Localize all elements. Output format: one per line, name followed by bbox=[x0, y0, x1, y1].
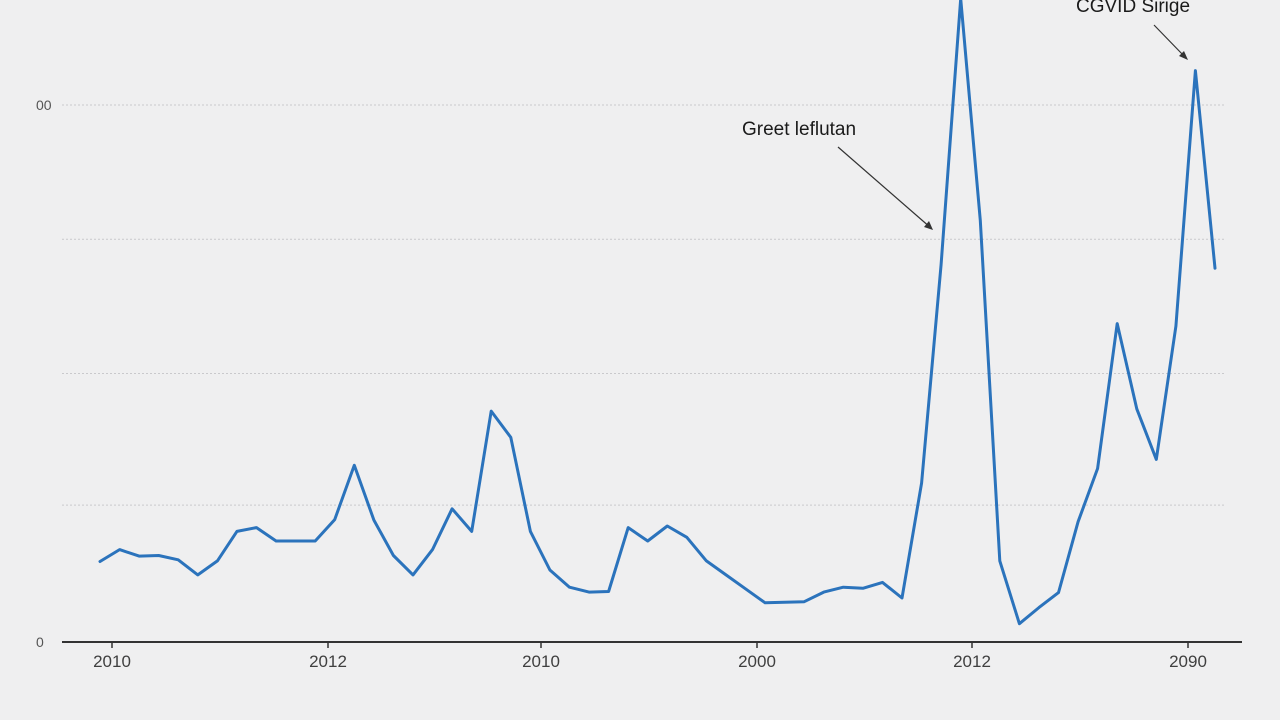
x-tick-label: 2000 bbox=[738, 652, 776, 671]
annotation-label: CGVID Sirige bbox=[1076, 0, 1190, 17]
x-tick-label: 2012 bbox=[309, 652, 347, 671]
x-tick-label: 2010 bbox=[522, 652, 560, 671]
annotations: Greet leflutan CGVID Sirige bbox=[742, 0, 1190, 230]
y-tick-label: 0 bbox=[36, 634, 44, 650]
series-layer bbox=[98, 0, 1217, 626]
annotation-arrowhead bbox=[1179, 51, 1188, 60]
annotation-arrow bbox=[837, 146, 932, 229]
annotation-label: Greet leflutan bbox=[742, 119, 856, 140]
x-axis-tick-labels: 2010 2012 2010 2000 2012 2090 bbox=[93, 642, 1207, 671]
gridlines bbox=[62, 104, 1225, 506]
x-tick-label: 2012 bbox=[953, 652, 991, 671]
y-axis-tick-labels: 000 bbox=[36, 97, 52, 650]
y-tick-label: 00 bbox=[36, 97, 52, 113]
annotation-arrow bbox=[1153, 24, 1186, 58]
annotation-arrowhead bbox=[924, 221, 933, 230]
x-tick-label: 2090 bbox=[1169, 652, 1207, 671]
series-line bbox=[98, 0, 1217, 626]
x-tick-label: 2010 bbox=[93, 652, 131, 671]
